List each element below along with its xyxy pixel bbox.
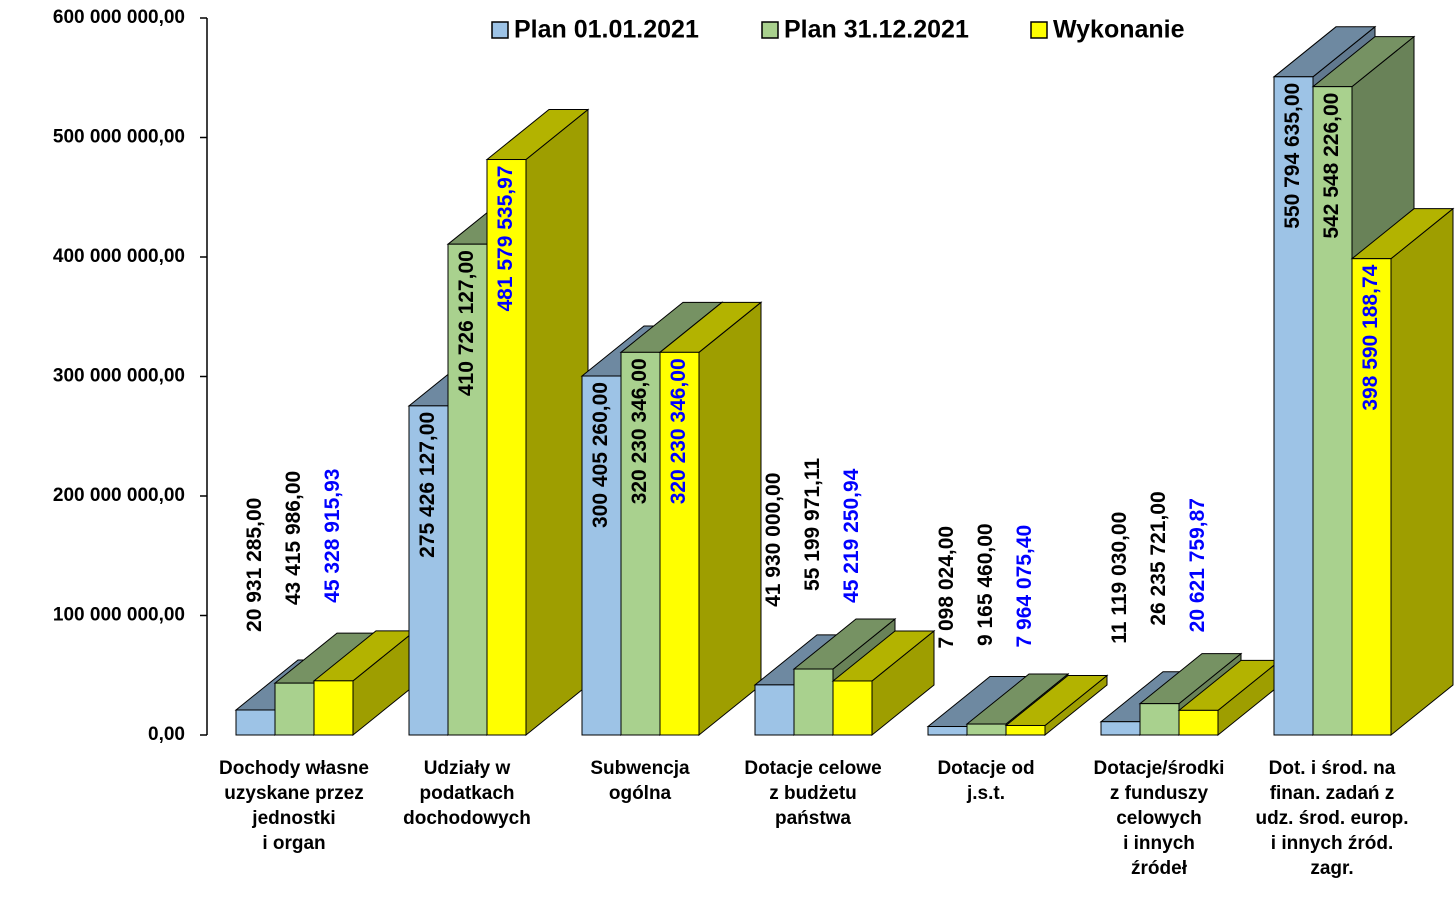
x-tick-label: Dot. i środ. na finan. zadań z udz. środ… xyxy=(1255,758,1409,879)
bar xyxy=(1100,721,1141,736)
data-label: 7 964 075,40 xyxy=(1013,525,1036,648)
bar xyxy=(581,375,622,736)
bar-side xyxy=(1390,207,1454,737)
bar xyxy=(620,351,661,736)
data-label: 43 415 986,00 xyxy=(282,471,305,605)
bar xyxy=(1139,703,1180,736)
y-tick-label: 300 000 000,00 xyxy=(53,366,185,387)
y-tick-label: 100 000 000,00 xyxy=(53,605,185,626)
legend-swatch xyxy=(761,21,779,39)
legend-swatch xyxy=(1030,21,1048,39)
bar xyxy=(447,243,488,736)
data-label: 45 219 250,94 xyxy=(840,468,863,603)
bar xyxy=(927,726,968,736)
bar xyxy=(754,684,795,736)
y-tick-label: 400 000 000,00 xyxy=(53,246,185,267)
bar xyxy=(1312,86,1353,736)
data-label: 320 230 346,00 xyxy=(667,358,690,504)
y-tick-label: 0,00 xyxy=(148,724,185,745)
bar xyxy=(793,668,834,736)
bar xyxy=(966,723,1007,736)
bar xyxy=(832,680,873,736)
bar xyxy=(1351,258,1392,736)
data-label: 9 165 460,00 xyxy=(974,523,997,646)
data-label: 26 235 721,00 xyxy=(1147,491,1170,625)
x-tick-label: Dochody własne uzyskane przez jednostki … xyxy=(219,758,369,854)
data-label: 7 098 024,00 xyxy=(935,526,958,649)
bar xyxy=(313,680,354,736)
data-label: 41 930 000,00 xyxy=(762,473,785,607)
legend-label: Wykonanie xyxy=(1053,16,1185,44)
legend-label: Plan 01.01.2021 xyxy=(514,16,699,44)
bar-side xyxy=(525,108,589,737)
bar xyxy=(274,682,315,736)
data-label: 20 621 759,87 xyxy=(1186,498,1209,632)
bar xyxy=(659,351,700,736)
x-tick-label: Dotacje/środki z funduszy celowych i inn… xyxy=(1093,758,1225,879)
data-label: 398 590 188,74 xyxy=(1359,264,1382,410)
x-tick-label: Subwencja ogólna xyxy=(590,758,690,804)
bar xyxy=(235,709,276,736)
x-tick-label: Dotacje celowe z budżetu państwa xyxy=(744,758,882,829)
y-tick-label: 600 000 000,00 xyxy=(53,7,185,28)
data-label: 55 199 971,11 xyxy=(801,458,824,591)
bar xyxy=(1005,724,1046,736)
data-label: 11 119 030,00 xyxy=(1108,512,1131,644)
x-tick-label: Dotacje od j.s.t. xyxy=(937,758,1035,804)
legend-label: Plan 31.12.2021 xyxy=(784,16,969,44)
x-tick-label: Udziały w podatkach dochodowych xyxy=(403,758,531,829)
data-label: 320 230 346,00 xyxy=(628,358,651,504)
bar-side xyxy=(698,301,762,737)
data-label: 410 726 127,00 xyxy=(455,250,478,396)
bar xyxy=(408,405,449,736)
legend-swatch xyxy=(491,21,509,39)
bar xyxy=(486,159,527,736)
data-label: 275 426 127,00 xyxy=(416,412,439,558)
data-label: 20 931 285,00 xyxy=(243,498,266,632)
data-label: 45 328 915,93 xyxy=(321,469,344,603)
y-tick-label: 200 000 000,00 xyxy=(53,485,185,506)
bar xyxy=(1178,709,1219,736)
data-label: 542 548 226,00 xyxy=(1320,93,1343,239)
y-tick-label: 500 000 000,00 xyxy=(53,127,185,148)
data-label: 481 579 535,97 xyxy=(494,166,517,312)
data-label: 300 405 260,00 xyxy=(589,382,612,528)
data-label: 550 794 635,00 xyxy=(1281,83,1304,229)
